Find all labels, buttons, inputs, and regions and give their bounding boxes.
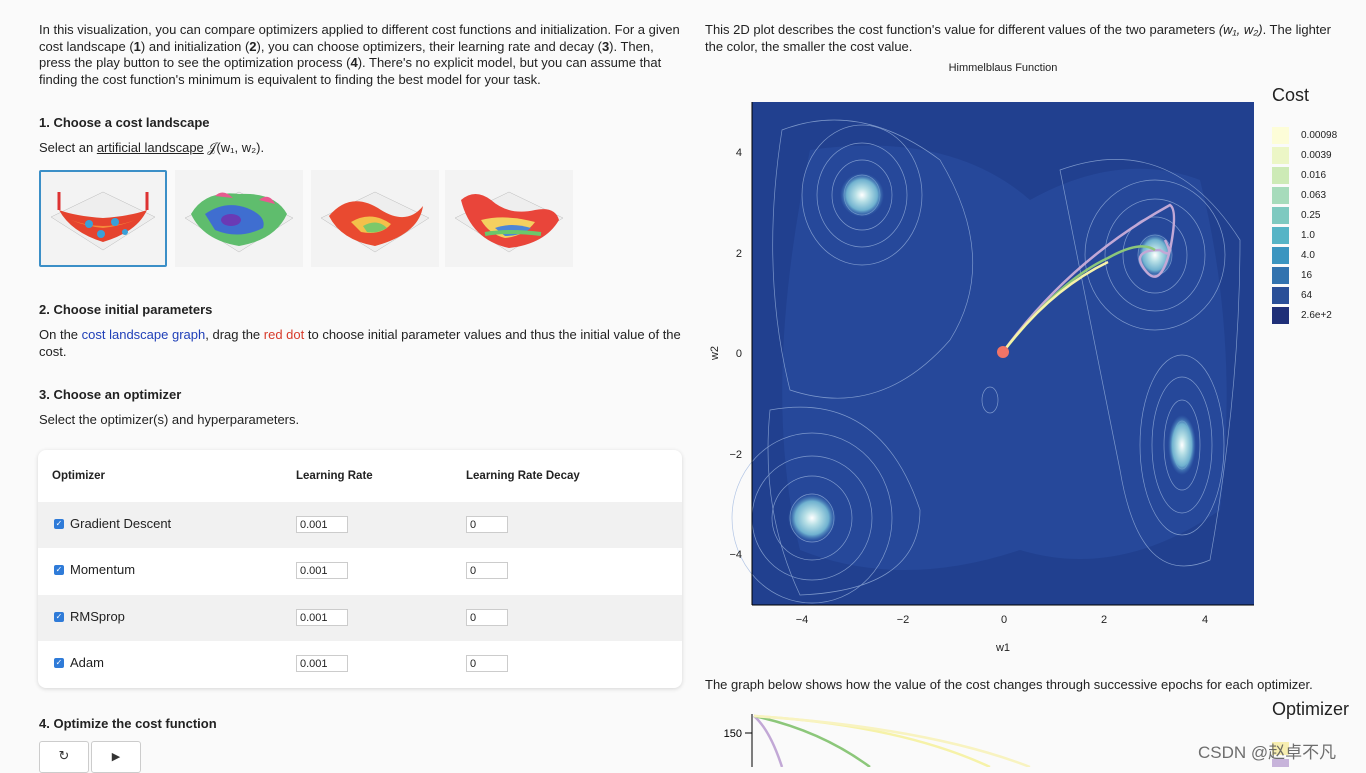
gradient-descent-path [1002, 260, 1109, 353]
legend-swatch [1272, 287, 1289, 304]
momentum-cost-line [753, 714, 871, 767]
legend-label: 0.00098 [1301, 130, 1338, 141]
legend-label: 2.6e+2 [1301, 310, 1332, 321]
y-tick: 4 [736, 147, 742, 159]
rmsprop-checkbox[interactable]: ✓ [54, 612, 64, 622]
watermark: CSDN @赵卓不凡 [1198, 743, 1337, 762]
y-tick: −2 [729, 449, 742, 461]
learning-rate-input[interactable]: 0.001 [296, 655, 348, 672]
plot-description: This 2D plot describes the cost function… [705, 22, 1331, 54]
step4-heading: 4. Optimize the cost function [39, 716, 217, 731]
legend-swatch [1272, 227, 1289, 244]
step3-text: Select the optimizer(s) and hyperparamet… [39, 412, 300, 427]
col-optimizer: Optimizer [52, 470, 106, 482]
legend-label: 4.0 [1301, 250, 1315, 261]
cost-epoch-chart: 150 [724, 714, 1031, 767]
legend-swatch [1272, 187, 1289, 204]
gradient-descent-checkbox[interactable]: ✓ [54, 519, 64, 529]
x-axis-label: w1 [995, 642, 1010, 654]
x-tick: 4 [1202, 614, 1208, 626]
legend-swatch [1272, 147, 1289, 164]
legend-label: 0.063 [1301, 190, 1327, 201]
learning-rate-input[interactable]: 0.001 [296, 516, 348, 533]
y-axis-label: w2 [709, 346, 721, 361]
himmelblau-contour-plot[interactable]: −4 −2 0 2 4 w1 4 2 0 −2 −4 w2 [700, 90, 1265, 660]
step1-heading: 1. Choose a cost landscape [39, 115, 210, 130]
decay-input[interactable]: 0 [466, 609, 508, 626]
legend-label: 16 [1301, 270, 1313, 281]
x-tick: 0 [1001, 614, 1007, 626]
gradient-descent-cost-line [753, 714, 991, 767]
optimizer-name: RMSprop [70, 609, 125, 624]
landscape-thumbnail-4[interactable] [445, 170, 573, 267]
plot-title: Himmelblaus Function [948, 62, 1058, 74]
x-tick: −4 [796, 614, 809, 626]
adam-checkbox[interactable]: ✓ [54, 658, 64, 668]
legend-swatch [1272, 127, 1289, 144]
legend-swatch [1272, 167, 1289, 184]
legend-swatch [1272, 247, 1289, 264]
intro-paragraph: In this visualization, you can compare o… [39, 22, 680, 87]
col-learning-rate-decay: Learning Rate Decay [466, 470, 580, 482]
landscape-thumbnail-3[interactable] [311, 170, 439, 267]
reset-icon: ↻ [58, 748, 70, 763]
optimizer-name: Gradient Descent [70, 516, 172, 531]
optimizer-table: Optimizer Learning Rate Learning Rate De… [38, 450, 682, 688]
decay-input[interactable]: 0 [466, 516, 508, 533]
play-icon: ▶ [111, 751, 121, 763]
step3-heading: 3. Choose an optimizer [39, 387, 182, 402]
optimizer-legend-title: Optimizer [1272, 699, 1350, 719]
y-tick: 150 [724, 728, 742, 740]
cost-landscape-graph-link[interactable]: cost landscape graph [81, 327, 206, 342]
landscape-thumbnails [39, 170, 599, 270]
legend-label: 1.0 [1301, 230, 1315, 241]
legend-swatch [1272, 207, 1289, 224]
legend-swatch [1272, 267, 1289, 284]
optimizer-name: Adam [70, 655, 104, 670]
legend-label: 0.0039 [1301, 150, 1332, 161]
legend-label: 0.016 [1301, 170, 1327, 181]
step2-heading: 2. Choose initial parameters [39, 302, 213, 317]
reset-button[interactable]: ↻ [39, 741, 89, 773]
x-tick: 2 [1101, 614, 1107, 626]
landscape-thumbnail-2[interactable] [175, 170, 303, 267]
play-button[interactable]: ▶ [91, 741, 141, 773]
table-row: ✓ Gradient Descent 0.001 0 [38, 502, 682, 548]
decay-input[interactable]: 0 [466, 655, 508, 672]
optimizer-name: Momentum [70, 562, 136, 577]
epoch-graph-description: The graph below shows how the value of t… [705, 677, 1313, 692]
x-tick: −2 [897, 614, 910, 626]
legend-swatch [1272, 742, 1289, 755]
col-learning-rate: Learning Rate [296, 470, 373, 482]
legend-title: Cost [1272, 85, 1310, 105]
learning-rate-input[interactable]: 0.001 [296, 609, 348, 626]
y-tick: −4 [729, 549, 742, 561]
momentum-checkbox[interactable]: ✓ [54, 565, 64, 575]
table-row: ✓ RMSprop 0.001 0 [38, 595, 682, 641]
decay-input[interactable]: 0 [466, 562, 508, 579]
adam-cost-line [753, 714, 1031, 767]
legend-swatch [1272, 307, 1289, 324]
step1-text: Select an artificial landscape 𝒥(w₁, w₂)… [39, 140, 265, 155]
y-tick: 2 [736, 248, 742, 260]
rmsprop-path [1001, 203, 1176, 353]
legend-label: 64 [1301, 290, 1313, 301]
artificial-landscape-link[interactable]: artificial landscape [96, 140, 204, 155]
legend-swatch [1272, 759, 1289, 767]
landscape-thumbnail-1[interactable] [39, 170, 167, 267]
learning-rate-input[interactable]: 0.001 [296, 562, 348, 579]
table-row: ✓ Adam 0.001 0 [38, 641, 682, 687]
y-tick: 0 [736, 348, 742, 360]
rmsprop-cost-line [753, 715, 784, 767]
table-row: ✓ Momentum 0.001 0 [38, 548, 682, 594]
legend-label: 0.25 [1301, 210, 1321, 221]
step2-text: On the cost landscape graph, drag the re… [39, 327, 681, 359]
initial-point-red-dot[interactable] [997, 346, 1009, 358]
